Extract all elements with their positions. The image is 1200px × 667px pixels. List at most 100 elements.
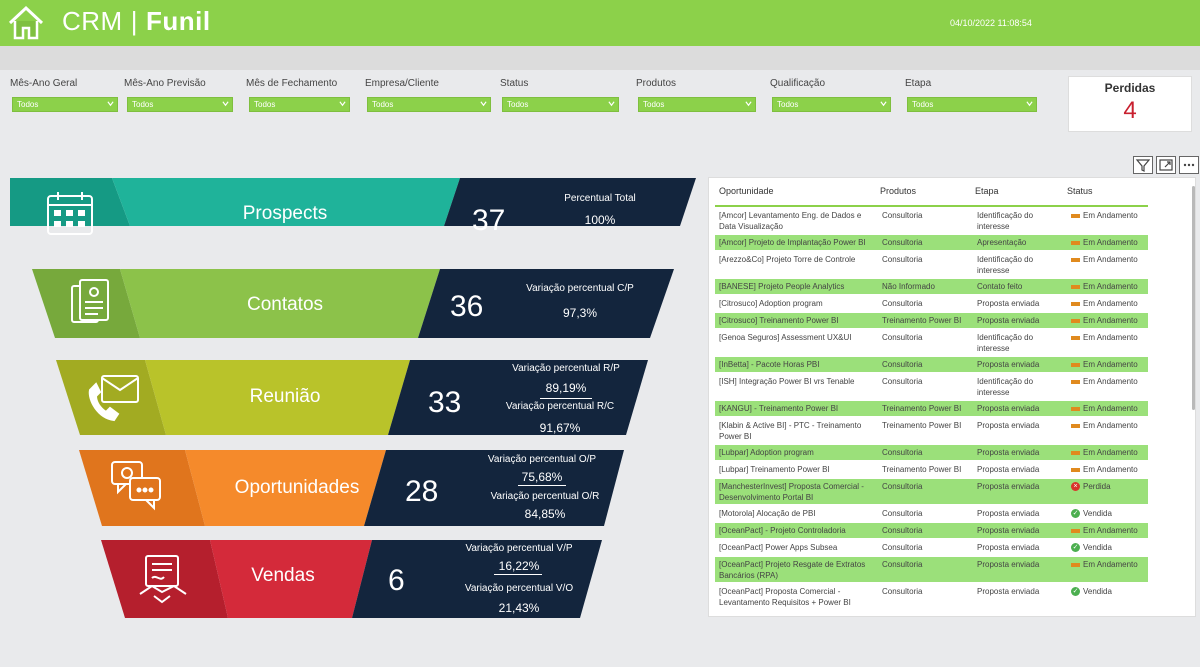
filter-dropdown[interactable]: Todos [638, 97, 756, 112]
table-row[interactable]: [Klabin & Active BI] - PTC - Treinamento… [715, 418, 1148, 443]
funnel-band-vendas[interactable] [210, 540, 372, 618]
more-options-button[interactable] [1179, 156, 1199, 174]
table-row[interactable]: [Genoa Seguros] Assessment UX&UI Consulto… [715, 330, 1148, 355]
filter-dropdown[interactable]: Todos [907, 97, 1037, 112]
filter-dropdown[interactable]: Todos [772, 97, 891, 112]
cell-status: Em Andamento [1071, 315, 1151, 326]
more-options-icon [1183, 163, 1195, 167]
sold-check-icon: ✓ [1071, 587, 1080, 597]
filter-value: Todos [132, 100, 154, 109]
cell-status: × Perdida [1071, 481, 1151, 492]
status-text: Em Andamento [1083, 560, 1138, 569]
focus-mode-button[interactable] [1156, 156, 1176, 174]
cell-oportunidade: [Lubpar] Adoption program [719, 448, 814, 457]
cell-etapa: Proposta enviada [977, 448, 1040, 457]
table-row[interactable]: [OceanPact] Proposta Comercial - Levanta… [715, 584, 1148, 609]
in-progress-icon [1071, 213, 1080, 218]
expand-icon [1159, 159, 1173, 171]
perdidas-label: Perdidas [1104, 81, 1156, 95]
cell-oportunidade: [OceanPact] - Projeto Controladoria [719, 526, 846, 535]
cell-status: Em Andamento [1071, 447, 1151, 458]
table-row[interactable]: [Arezzo&Co] Projeto Torre de Controle Con… [715, 252, 1148, 277]
chevron-down-icon [1026, 101, 1033, 107]
status-text: Em Andamento [1083, 211, 1138, 220]
column-header-etapa[interactable]: Etapa [975, 186, 999, 196]
status-text: Em Andamento [1083, 282, 1138, 291]
chevron-down-icon [745, 101, 752, 107]
filter-mes-ano-geral: Mês-Ano Geral Todos [10, 78, 118, 112]
table-row[interactable]: [OceanPact] Power Apps Subsea Consultoria… [715, 540, 1148, 555]
metric-title: Variação percentual O/P [487, 454, 597, 465]
chevron-down-icon [880, 101, 887, 107]
header-subbar [0, 46, 1200, 70]
cell-etapa: Proposta enviada [977, 526, 1040, 535]
column-header-produtos[interactable]: Produtos [880, 186, 917, 196]
table-row[interactable]: [Citrosuco] Treinamento Power BI Treiname… [715, 313, 1148, 328]
filter-label: Status [500, 78, 529, 89]
funnel-icon-block-vendas [101, 540, 228, 618]
filter-dropdown[interactable]: Todos [12, 97, 118, 112]
cell-status: Em Andamento [1071, 237, 1151, 248]
cell-etapa: Proposta enviada [977, 316, 1040, 325]
stage-label-vendas: Vendas [251, 565, 315, 586]
filter-dropdown[interactable]: Todos [249, 97, 350, 112]
table-row[interactable]: [Lubpar] Treinamento Power BI Treinamento… [715, 462, 1148, 477]
table-row[interactable]: [ManchesterInvest] Proposta Comercial - … [715, 479, 1148, 504]
table-row[interactable]: [Amcor] Projeto de Implantação Power BI C… [715, 235, 1148, 250]
cell-oportunidade: [Motorola] Alocação de PBI [719, 509, 816, 518]
table-row[interactable]: [OceanPact] - Projeto Controladoria Consu… [715, 523, 1148, 538]
filter-visual-button[interactable] [1133, 156, 1153, 174]
table-row[interactable]: [InBetta] - Pacote Horas PBI Consultoria P… [715, 357, 1148, 372]
lost-x-icon: × [1071, 482, 1080, 492]
status-text: Perdida [1083, 482, 1111, 491]
table-row[interactable]: [KANGU] - Treinamento Power BI Treinament… [715, 401, 1148, 416]
cell-status: Em Andamento [1071, 254, 1151, 265]
cell-status: ✓ Vendida [1071, 586, 1151, 597]
funnel-band-prospects[interactable] [112, 178, 460, 226]
metric-value: 100% [584, 213, 616, 227]
cell-oportunidade: [Citrosuco] Treinamento Power BI [719, 316, 839, 325]
cell-oportunidade: [ISH] Integração Power BI vrs Tenable [719, 377, 855, 386]
metric-value: 89,19% [545, 381, 587, 395]
cell-produtos: Consultoria [882, 211, 923, 220]
stage-label-contatos: Contatos [246, 294, 324, 315]
cell-produtos: Consultoria [882, 299, 923, 308]
cell-produtos: Treinamento Power BI [882, 465, 962, 474]
in-progress-icon [1071, 318, 1080, 323]
filter-dropdown[interactable]: Todos [502, 97, 619, 112]
metric-title: Variação percentual V/P [465, 543, 573, 554]
funnel-band-reuniao[interactable] [145, 360, 410, 435]
table-row[interactable]: [Amcor] Levantamento Eng. de Dados e Dat… [715, 208, 1148, 233]
filter-dropdown[interactable]: Todos [367, 97, 491, 112]
table-row[interactable]: [ISH] Integração Power BI vrs Tenable Con… [715, 374, 1148, 399]
filter-dropdown[interactable]: Todos [127, 97, 233, 112]
table-row[interactable]: [Citrosuco] Adoption program Consultoria P… [715, 296, 1148, 311]
sold-check-icon: ✓ [1071, 543, 1080, 553]
table-row[interactable]: [BANESE] Projeto People Analytics Não Inf… [715, 279, 1148, 294]
chevron-down-icon [608, 101, 615, 107]
cell-status: Em Andamento [1071, 464, 1151, 475]
column-header-oportunidade[interactable]: Oportunidade [719, 186, 774, 196]
metric-value: 75,68% [521, 470, 563, 484]
filter-empresa-cliente: Empresa/Cliente Todos [365, 78, 491, 112]
home-icon[interactable] [6, 4, 46, 42]
chevron-down-icon [339, 101, 346, 107]
funnel-icon-block-prospects [10, 178, 130, 226]
filter-label: Empresa/Cliente [365, 78, 439, 89]
cell-produtos: Consultoria [882, 482, 923, 491]
column-header-status[interactable]: Status [1067, 186, 1093, 196]
funnel-value-block-reuniao [388, 360, 648, 435]
table-row[interactable]: [Motorola] Alocação de PBI Consultoria Pro… [715, 506, 1148, 521]
cell-produtos: Consultoria [882, 526, 923, 535]
funnel-graphic [10, 178, 696, 618]
status-text: Em Andamento [1083, 404, 1138, 413]
contract-handshake-icon [139, 555, 187, 604]
table-row[interactable]: [OceanPact] Projeto Resgate de Extratos … [715, 557, 1148, 582]
table-row[interactable]: [Lubpar] Adoption program Consultoria Prop… [715, 445, 1148, 460]
funnel-band-oportunidades[interactable] [185, 450, 386, 526]
funnel-band-contatos[interactable] [120, 269, 440, 338]
cell-status: ✓ Vendida [1071, 542, 1151, 553]
table-scrollbar[interactable] [1192, 186, 1195, 410]
cell-produtos: Consultoria [882, 560, 923, 569]
filter-qualificacao: Qualificação Todos [770, 78, 891, 112]
